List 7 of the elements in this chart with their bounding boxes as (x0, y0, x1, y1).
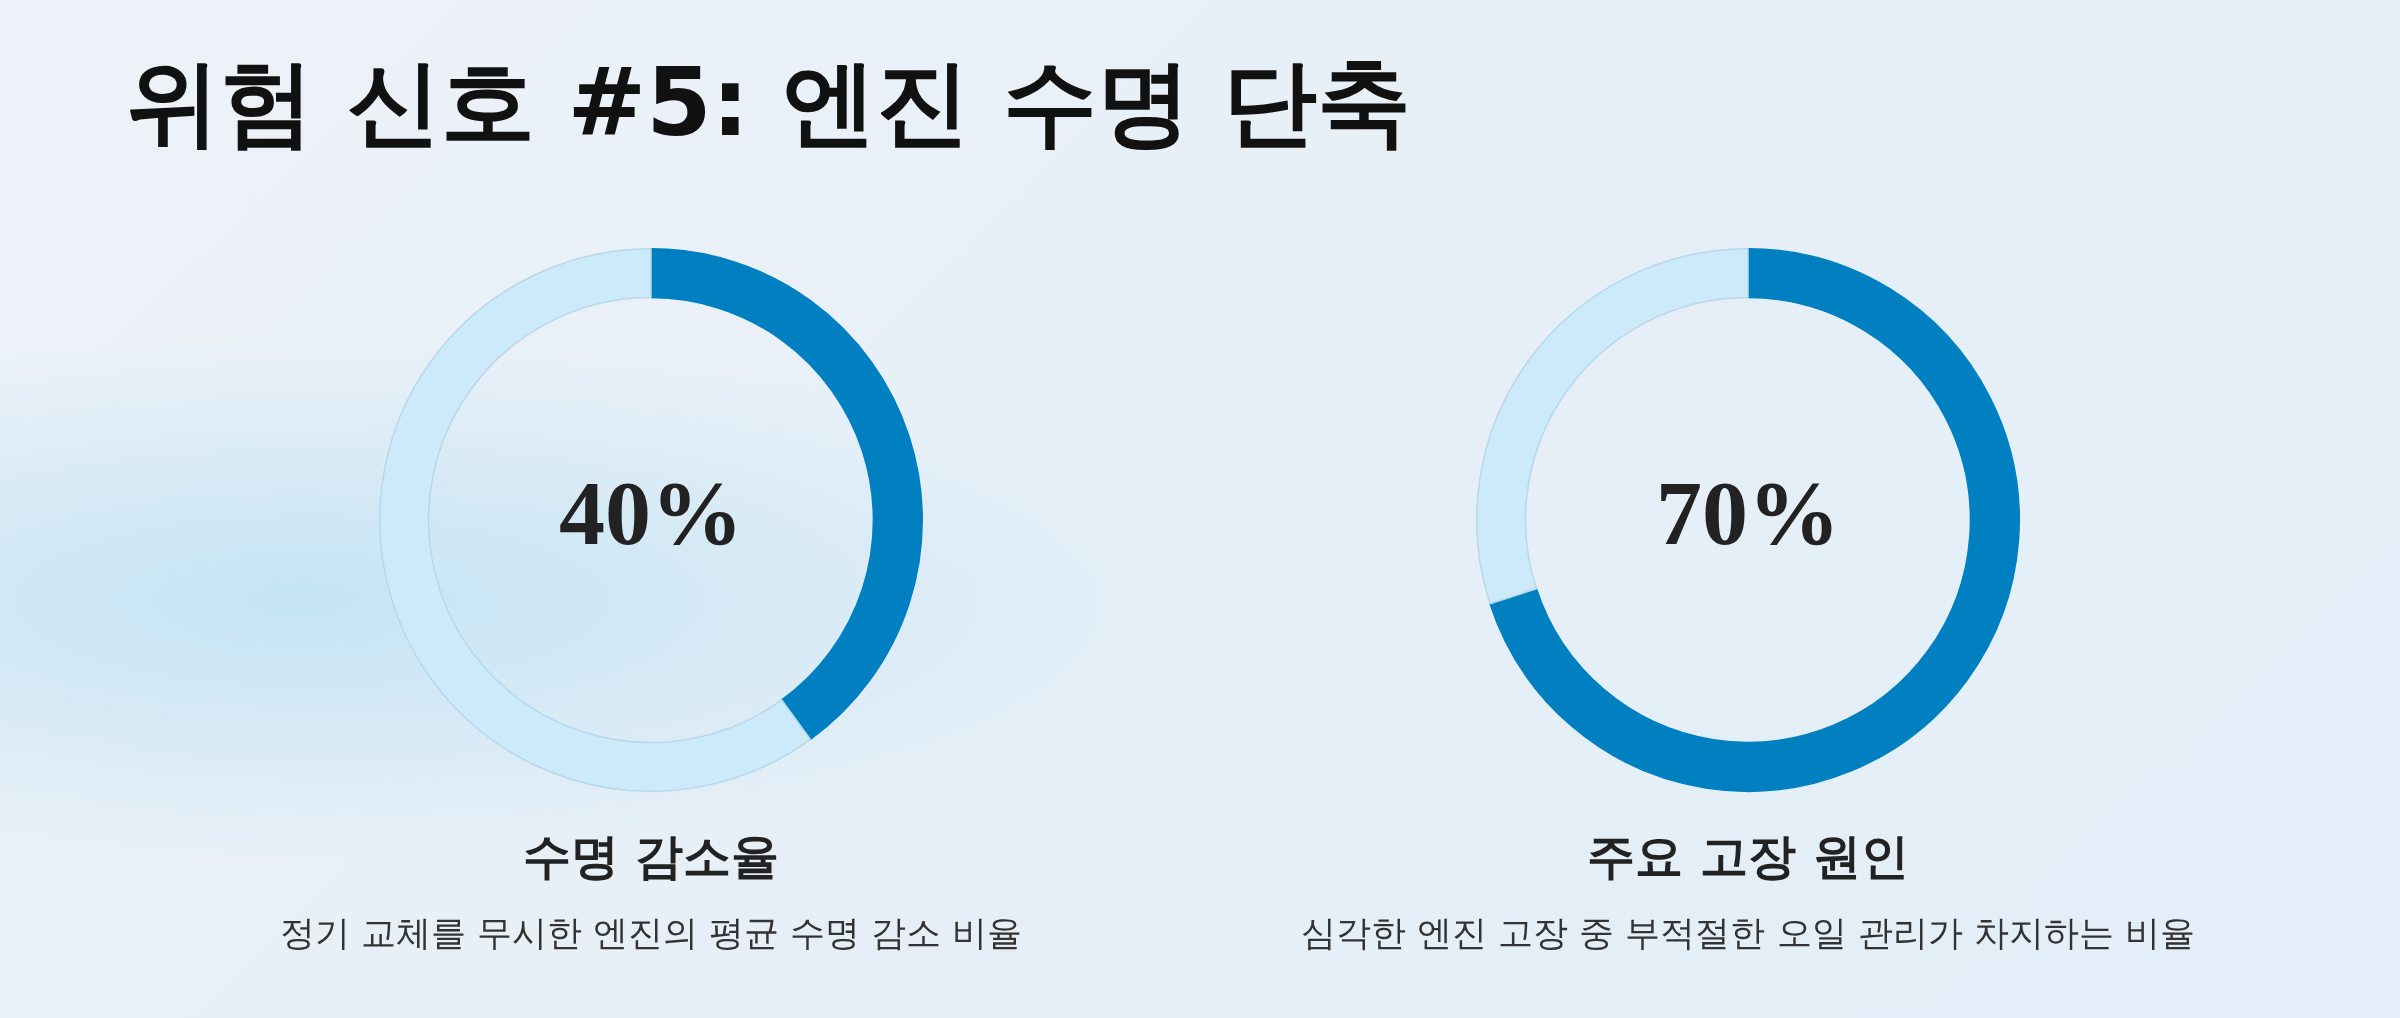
text: 주요 고장 원인 (1586, 827, 1910, 886)
text: 심각한 엔진 고장 중 부적절한 오일 관리가 차지하는 비율 (1300, 912, 2196, 955)
text: 수명 감소율 (521, 827, 781, 886)
data-label: 40% (559, 461, 743, 564)
text: 정기 교체를 무시한 엔진의 평균 수명 감소 비율 (278, 912, 1024, 955)
text: 위험 신호 #5: 엔진 수명 단축 (126, 47, 1412, 159)
data-label: 70% (1656, 461, 1840, 564)
